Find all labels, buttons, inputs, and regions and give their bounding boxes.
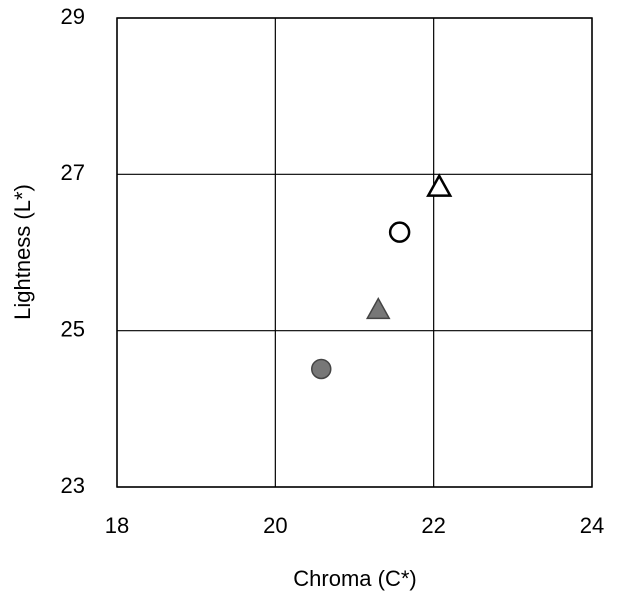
- y-axis-title: Lightness (L*): [10, 184, 35, 320]
- y-tick-label: 29: [61, 4, 85, 29]
- x-tick-label: 20: [263, 513, 287, 538]
- x-tick-label: 22: [421, 513, 445, 538]
- x-tick-label: 24: [580, 513, 604, 538]
- plot-frame: [116, 17, 593, 488]
- x-axis-title: Chroma (C*): [293, 566, 416, 591]
- x-tick-label: 18: [105, 513, 129, 538]
- y-tick-label: 23: [61, 473, 85, 498]
- y-tick-label: 27: [61, 160, 85, 185]
- point: [426, 173, 453, 197]
- point: [365, 297, 391, 320]
- y-tick-label: 25: [61, 316, 85, 341]
- point: [388, 221, 411, 243]
- point: [311, 358, 332, 380]
